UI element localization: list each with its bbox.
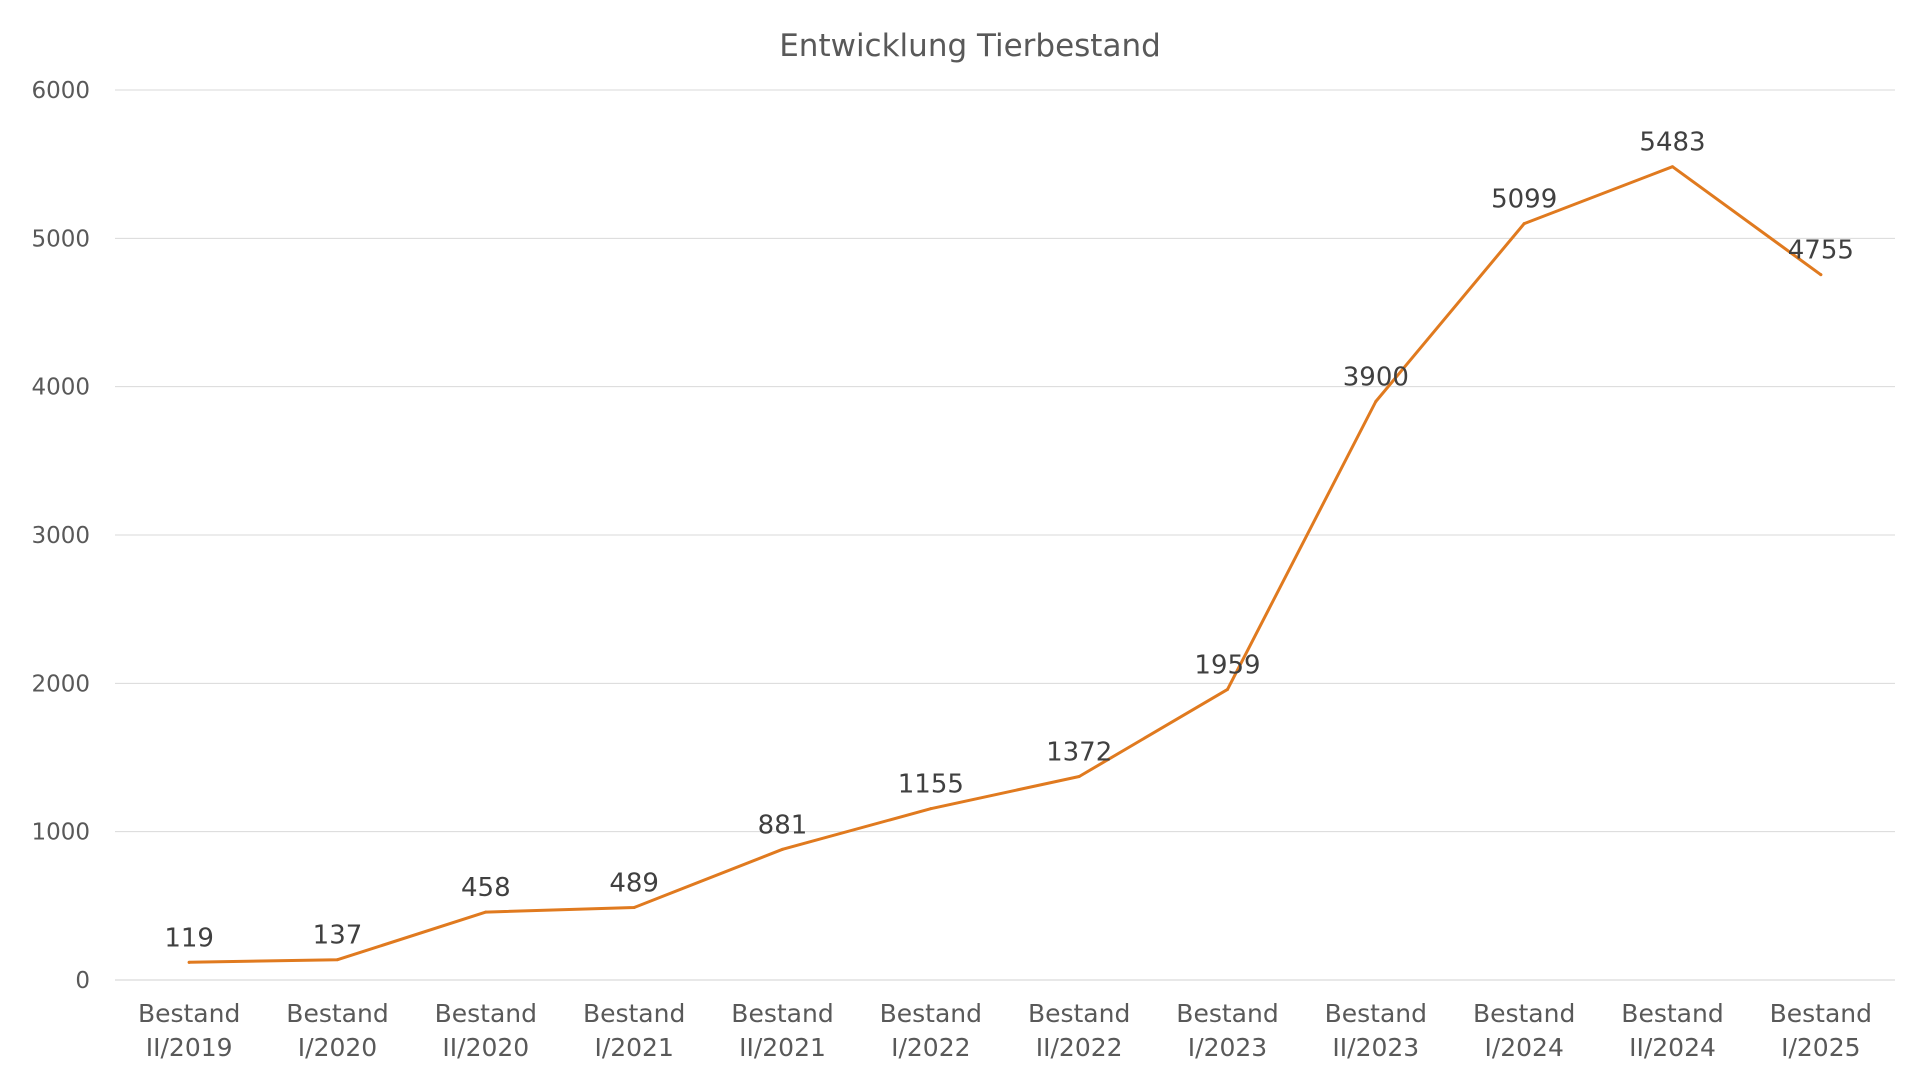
x-tick-label: Bestand II/2021 <box>731 999 833 1062</box>
x-tick-label-line: Bestand <box>435 999 537 1028</box>
data-label: 137 <box>313 921 363 951</box>
data-point <box>929 807 933 811</box>
x-tick-label-line: Bestand <box>880 999 982 1028</box>
x-tick-label-line: II/2022 <box>1036 1033 1123 1062</box>
y-tick-label: 5000 <box>31 226 90 252</box>
data-point <box>1819 273 1823 277</box>
data-point <box>1671 165 1674 169</box>
gridlines <box>115 89 1895 981</box>
x-tick-label-line: II/2021 <box>739 1033 826 1062</box>
series-line-layer <box>187 165 1823 964</box>
x-tick-label-line: Bestand <box>1621 999 1723 1028</box>
x-tick-label-line: Bestand <box>583 999 685 1028</box>
chart-title: Entwicklung Tierbestand <box>779 28 1161 64</box>
x-tick-label: Bestand II/2019 <box>138 999 240 1062</box>
x-tick-label-line: Bestand <box>138 999 240 1028</box>
x-tick-label-line: Bestand <box>1028 999 1130 1028</box>
data-point <box>781 847 784 851</box>
data-point <box>187 960 191 964</box>
x-tick-label-line: Bestand <box>286 999 388 1028</box>
data-label: 4755 <box>1788 236 1854 266</box>
y-tick-label: 4000 <box>31 375 90 401</box>
x-tick-label-line: Bestand <box>1770 999 1872 1028</box>
x-tick-label: Bestand I/2022 <box>880 999 982 1062</box>
data-point <box>632 905 636 909</box>
x-tick-label: Bestand I/2023 <box>1176 999 1278 1062</box>
x-tick-label: Bestand I/2021 <box>583 999 685 1062</box>
data-point <box>1077 774 1081 778</box>
y-tick-label: 6000 <box>31 78 90 104</box>
x-tick-label-line: I/2020 <box>298 1033 377 1062</box>
x-tick-label-line: I/2022 <box>891 1033 970 1062</box>
x-tick-label-line: I/2023 <box>1188 1033 1267 1062</box>
x-tick-label-line: II/2020 <box>442 1033 529 1062</box>
x-tick-label: Bestand I/2025 <box>1770 999 1872 1062</box>
x-tick-label: Bestand II/2024 <box>1621 999 1723 1062</box>
data-label: 1155 <box>898 770 964 800</box>
x-tick-label-line: I/2021 <box>594 1033 673 1062</box>
x-tick-label-line: II/2024 <box>1629 1033 1716 1062</box>
x-tick-label: Bestand II/2020 <box>435 999 537 1062</box>
series-line <box>187 165 1823 964</box>
data-label: 5099 <box>1491 185 1557 215</box>
data-point <box>1226 687 1229 691</box>
x-axis: Bestand II/2019 Bestand I/2020 Bestand II/202… <box>138 999 1872 1062</box>
data-point <box>484 910 488 914</box>
data-label: 119 <box>164 923 214 953</box>
x-tick-label: Bestand II/2023 <box>1325 999 1427 1062</box>
data-point <box>1374 400 1378 403</box>
x-tick-label-line: Bestand <box>1325 999 1427 1028</box>
data-label: 1372 <box>1046 737 1112 767</box>
y-tick-label: 1000 <box>31 820 90 846</box>
data-label: 489 <box>609 868 659 898</box>
x-tick-label-line: Bestand <box>1473 999 1575 1028</box>
x-tick-label-line: Bestand <box>731 999 833 1028</box>
x-tick-label-line: Bestand <box>1176 999 1278 1028</box>
x-tick-label: Bestand II/2022 <box>1028 999 1130 1062</box>
data-label: 458 <box>461 873 511 903</box>
x-tick-label: Bestand I/2020 <box>286 999 388 1062</box>
data-point <box>1522 222 1526 226</box>
data-label: 881 <box>758 810 808 840</box>
data-labels: 119 137 458 489 881 1155 1372 1959 3900 5099 5483 4… <box>164 128 1854 954</box>
y-tick-label: 2000 <box>31 671 90 697</box>
x-tick-label: Bestand I/2024 <box>1473 999 1575 1062</box>
data-label: 3900 <box>1343 363 1409 393</box>
y-axis: 0 1000 2000 3000 4000 5000 6000 <box>31 78 90 994</box>
data-point <box>336 958 339 962</box>
x-tick-label-line: II/2023 <box>1332 1033 1419 1062</box>
x-tick-label-line: I/2025 <box>1781 1033 1860 1062</box>
y-tick-label: 3000 <box>31 523 90 549</box>
data-label: 5483 <box>1639 128 1705 158</box>
x-tick-label-line: II/2019 <box>146 1033 233 1062</box>
y-tick-label: 0 <box>75 968 90 994</box>
x-tick-label-line: I/2024 <box>1484 1033 1563 1062</box>
data-label: 1959 <box>1194 650 1260 680</box>
